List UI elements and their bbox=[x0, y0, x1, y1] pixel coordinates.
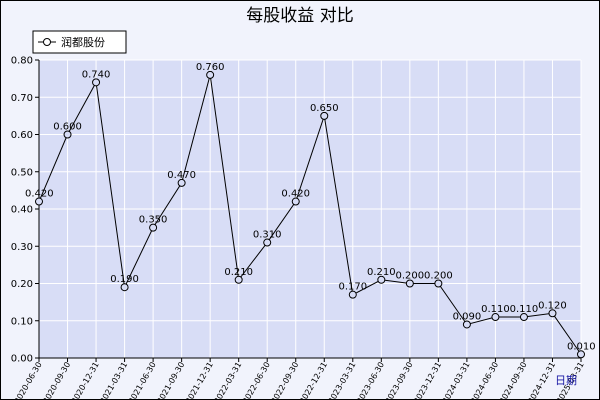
x-tick-label: 2021-03-31 bbox=[98, 361, 129, 400]
x-tick-label: 2022-12-31 bbox=[298, 361, 329, 400]
y-tick-label: 0.20 bbox=[11, 279, 33, 290]
y-tick-label: 0.50 bbox=[11, 167, 33, 178]
x-tick-label: 2022-09-30 bbox=[269, 361, 300, 400]
data-point[interactable] bbox=[320, 111, 329, 120]
data-label: 0.420 bbox=[25, 189, 54, 200]
data-label: 0.120 bbox=[538, 300, 567, 311]
data-label: 0.110 bbox=[481, 304, 510, 315]
data-point[interactable] bbox=[348, 290, 357, 299]
data-label: 0.740 bbox=[82, 69, 111, 80]
x-tick-label: 2024-09-30 bbox=[498, 361, 529, 400]
data-point[interactable] bbox=[35, 197, 43, 206]
x-tick-label: 2023-03-31 bbox=[326, 361, 357, 400]
data-label: 0.420 bbox=[281, 189, 310, 200]
x-tick-label: 2024-03-31 bbox=[441, 361, 472, 400]
y-tick-label: 0.00 bbox=[11, 354, 33, 365]
data-labels: 0.420 0.600 0.740 0.190 0.350 0.470 0.760 0.210… bbox=[25, 62, 596, 352]
data-label: 0.110 bbox=[510, 304, 539, 315]
y-tick-label: 0.10 bbox=[11, 316, 33, 327]
legend-marker-icon bbox=[43, 38, 51, 46]
y-tick-label: 0.60 bbox=[11, 130, 33, 141]
data-label: 0.650 bbox=[310, 103, 339, 114]
data-label: 0.210 bbox=[367, 267, 396, 278]
data-point[interactable] bbox=[92, 78, 101, 87]
data-label: 0.190 bbox=[110, 274, 139, 285]
data-label: 0.350 bbox=[139, 215, 168, 226]
y-tick-label: 0.80 bbox=[11, 56, 33, 67]
chart-title: 每股收益 对比 bbox=[246, 6, 353, 26]
y-tick-label: 0.30 bbox=[11, 242, 33, 253]
x-tick-label: 2022-06-30 bbox=[241, 361, 272, 400]
y-tick-label: 0.40 bbox=[11, 205, 33, 216]
data-point[interactable] bbox=[491, 313, 500, 322]
grid-lines bbox=[38, 59, 582, 359]
series-layer bbox=[35, 70, 585, 359]
data-label: 0.600 bbox=[53, 122, 82, 133]
data-point[interactable] bbox=[120, 283, 129, 292]
legend-series-label: 润都股份 bbox=[61, 35, 105, 49]
x-tick-label: 2020-09-30 bbox=[41, 361, 72, 400]
x-tick-label: 2022-03-31 bbox=[212, 361, 243, 400]
x-tick-label: 2020-06-30 bbox=[13, 361, 44, 400]
x-axis-ticks: 2020-06-302020-09-302020-12-312021-03-31… bbox=[13, 358, 586, 400]
x-axis-label: 日期 bbox=[555, 374, 577, 387]
data-point[interactable] bbox=[63, 130, 72, 139]
data-point[interactable] bbox=[206, 70, 215, 79]
data-label: 0.200 bbox=[396, 271, 425, 282]
data-point[interactable] bbox=[291, 197, 300, 206]
data-point[interactable] bbox=[263, 238, 272, 247]
data-point[interactable] bbox=[149, 223, 158, 232]
data-label: 0.310 bbox=[253, 230, 282, 241]
data-point[interactable] bbox=[548, 309, 557, 318]
data-point[interactable] bbox=[405, 279, 414, 288]
x-tick-label: 2024-12-31 bbox=[526, 361, 557, 400]
x-tick-label: 2023-12-31 bbox=[412, 361, 443, 400]
data-label: 0.210 bbox=[224, 267, 253, 278]
x-tick-label: 2023-06-30 bbox=[355, 361, 386, 400]
y-tick-label: 0.70 bbox=[11, 93, 33, 104]
y-axis-ticks: 0.00 0.10 0.20 0.30 0.40 0.50 0.60 0.70 0.80 bbox=[11, 56, 39, 365]
data-point[interactable] bbox=[234, 275, 243, 284]
series-line bbox=[38, 74, 582, 355]
data-label: 0.760 bbox=[196, 62, 225, 73]
x-tick-label: 2021-12-31 bbox=[184, 361, 215, 400]
x-tick-label: 2021-06-30 bbox=[127, 361, 158, 400]
data-point[interactable] bbox=[177, 178, 186, 187]
data-point[interactable] bbox=[434, 279, 443, 288]
data-label: 0.200 bbox=[424, 271, 453, 282]
x-tick-label: 2024-06-30 bbox=[469, 360, 500, 400]
data-point[interactable] bbox=[377, 275, 386, 284]
x-tick-label: 2023-09-30 bbox=[384, 361, 415, 400]
legend-box bbox=[32, 30, 127, 54]
x-tick-label: 2020-12-31 bbox=[70, 361, 101, 400]
legend[interactable]: 润都股份 bbox=[32, 30, 127, 54]
data-label: 0.470 bbox=[167, 170, 196, 181]
data-point[interactable] bbox=[519, 313, 528, 322]
data-point[interactable] bbox=[577, 350, 585, 359]
data-point[interactable] bbox=[462, 320, 471, 329]
data-label: 0.090 bbox=[453, 311, 482, 322]
x-tick-label: 2021-09-30 bbox=[155, 361, 186, 400]
data-label: 0.170 bbox=[338, 282, 367, 293]
data-label: 0.010 bbox=[567, 341, 596, 352]
